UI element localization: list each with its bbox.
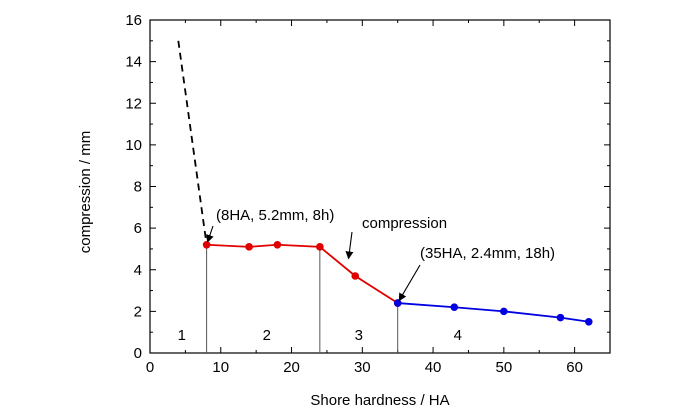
data-point — [351, 272, 360, 280]
annotation-arrow — [398, 264, 421, 302]
series-line-1 — [206, 243, 399, 304]
data-point — [393, 299, 402, 307]
data-point — [556, 313, 565, 322]
x-tick-label: 10 — [212, 359, 229, 376]
annotation-label-compression: compression — [362, 215, 447, 232]
x-tick-label: 40 — [425, 359, 442, 376]
x-tick-label: 60 — [566, 359, 583, 376]
data-point — [245, 243, 253, 251]
data-point — [273, 240, 282, 249]
annotation-label-8ha: (8HA, 5.2mm, 8h) — [216, 207, 334, 224]
y-tick-label: 4 — [134, 262, 142, 279]
data-point — [450, 303, 459, 312]
data-point — [316, 243, 324, 251]
x-tick-label: 0 — [146, 359, 154, 376]
plot-frame — [149, 19, 611, 354]
annotation-label-35ha: (35HA, 2.4mm, 18h) — [420, 245, 555, 262]
annotation-arrow — [345, 231, 354, 260]
region-label-2: 2 — [263, 327, 271, 344]
region-label-1: 1 — [178, 327, 186, 344]
data-point — [202, 240, 211, 249]
x-axis-title: Shore hardness / HA — [310, 392, 449, 409]
y-tick-label: 2 — [134, 303, 142, 320]
y-axis-title: compression / mm — [77, 131, 94, 254]
x-tick-label: 30 — [354, 359, 371, 376]
x-tick-label: 20 — [283, 359, 300, 376]
region-label-3: 3 — [355, 327, 363, 344]
y-tick-label: 12 — [125, 95, 142, 112]
annotation-arrow — [206, 225, 214, 243]
y-tick-label: 0 — [134, 345, 142, 362]
y-tick-label: 14 — [125, 54, 142, 71]
y-tick-label: 8 — [134, 179, 142, 196]
series-line-0 — [177, 40, 208, 245]
data-point — [584, 317, 593, 326]
y-tick-label: 10 — [125, 137, 142, 154]
region-label-4: 4 — [454, 327, 462, 344]
y-tick-label: 16 — [125, 12, 142, 29]
y-tick-label: 6 — [134, 220, 142, 237]
data-point — [500, 307, 508, 316]
x-tick-label: 50 — [496, 359, 513, 376]
